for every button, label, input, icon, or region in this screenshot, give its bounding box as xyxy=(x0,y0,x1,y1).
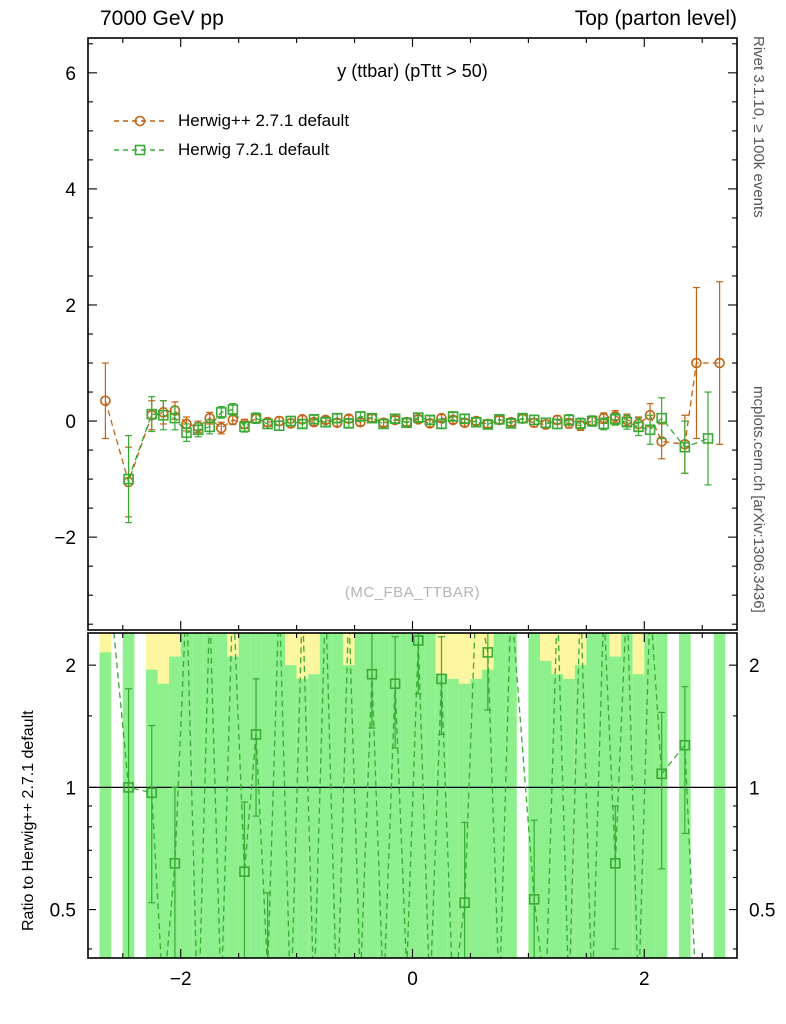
mcplots-credit-label: mcplots.cern.ch [arXiv:1306.3436] xyxy=(750,386,767,613)
herwigpp-legend-marker-icon xyxy=(114,115,166,126)
main-series xyxy=(100,281,725,524)
svg-text:1: 1 xyxy=(65,778,76,799)
svg-text:2: 2 xyxy=(749,656,760,677)
header-beam-energy: 7000 GeV pp xyxy=(100,7,224,30)
data-series xyxy=(123,391,714,524)
legend-label-herwigpp: Herwig++ 2.7.1 default xyxy=(178,110,350,130)
svg-text:2: 2 xyxy=(65,656,76,677)
rivet-version-label: Rivet 3.1.10, ≥ 100k events xyxy=(750,36,767,218)
herwig7-legend-marker-icon xyxy=(114,144,166,155)
svg-text:4: 4 xyxy=(65,180,76,201)
svg-text:6: 6 xyxy=(65,64,76,85)
ratio-panel-frame xyxy=(87,632,738,959)
legend-item-herwig7: Herwig 7.2.1 default xyxy=(112,135,349,164)
legend: Herwig++ 2.7.1 default Herwig 7.2.1 defa… xyxy=(112,106,349,164)
svg-text:0.5: 0.5 xyxy=(749,901,775,922)
plot-title: y (ttbar) (pTtt > 50) xyxy=(337,61,488,81)
axis-ticks xyxy=(88,38,737,958)
svg-text:2: 2 xyxy=(65,296,76,317)
header-process: Top (parton level) xyxy=(574,7,737,30)
legend-label-herwig7: Herwig 7.2.1 default xyxy=(178,139,330,159)
svg-text:0.5: 0.5 xyxy=(50,901,76,922)
svg-text:0: 0 xyxy=(65,412,76,433)
svg-text:2: 2 xyxy=(639,969,650,990)
legend-item-herwigpp: Herwig++ 2.7.1 default xyxy=(112,106,349,135)
svg-text:1: 1 xyxy=(749,778,760,799)
main-panel-frame xyxy=(87,37,738,631)
svg-text:−2: −2 xyxy=(54,528,76,549)
ratio-axis-label: Ratio to Herwig++ 2.7.1 default xyxy=(20,710,37,931)
svg-text:0: 0 xyxy=(407,969,418,990)
data-series xyxy=(100,281,725,518)
svg-text:−2: −2 xyxy=(170,969,192,990)
axis-tick-labels: −2 0 2 4 6 0.5 0.5 1 1 2 2 −2 0 2 xyxy=(50,64,776,990)
analysis-watermark: (MC_FBA_TTBAR) xyxy=(344,584,481,601)
